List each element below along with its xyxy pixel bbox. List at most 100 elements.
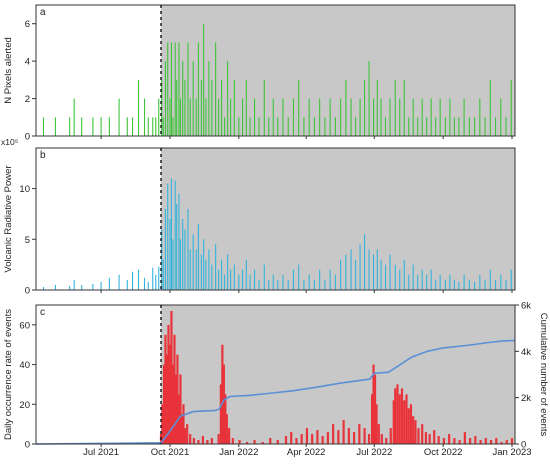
bar [326,432,329,444]
bar [453,279,455,290]
bar [178,42,180,136]
bar [195,249,197,290]
bar [201,436,205,444]
bar [200,254,202,290]
bar [505,117,507,136]
bar [474,117,476,136]
bar [152,117,154,136]
bar [442,438,445,444]
bar [174,374,178,444]
bar [417,428,420,444]
bar [100,117,102,136]
bar [359,98,361,136]
bar [69,117,71,136]
bar [287,117,289,136]
bar [303,117,305,136]
bar [197,224,199,290]
y2-tick-label: 0 [521,440,526,451]
bar [300,434,303,444]
bar [305,428,309,444]
y-axis-label: Volcanic Radiative Power [3,165,14,272]
panel-c: 0 2k 4k 6k Cumulative number of events 0 20 40 6… [3,301,549,451]
bar [505,279,507,290]
panel-frame [35,4,516,137]
bar [282,274,284,290]
panel-b: 0 5 10 Volcanic Radiative Power b x10⁵ [1,137,516,297]
bar [54,117,57,136]
bar [231,438,234,444]
bar [184,229,186,290]
bar [224,394,227,444]
bar [313,117,315,136]
bar [290,432,293,444]
bar [398,394,401,444]
bar [249,274,251,290]
bar [437,436,440,444]
bar [210,438,213,444]
bar [197,440,200,444]
bar [345,254,347,290]
bar [319,269,321,290]
shaded-region [160,305,515,444]
bar [69,285,71,290]
y-tick-label: 2 [25,94,30,105]
bar [81,117,83,136]
bar [272,98,274,136]
panel-letter: a [40,7,46,18]
bar [417,117,419,136]
bar [137,269,140,290]
shaded-region [160,148,515,290]
bar [73,98,75,136]
bar [484,279,486,290]
bar [205,259,207,290]
y-tick-label: 60 [19,320,30,331]
bar [164,334,167,444]
bar [500,274,502,290]
bar [218,98,220,136]
bar [380,434,383,444]
bar [412,264,414,290]
x-tick-label: Jan 2023 [492,447,531,458]
bar [376,79,378,136]
bar [405,394,408,444]
bar [173,334,176,444]
y-tick-label: 0 [25,440,30,451]
bar [208,61,210,137]
bar [161,79,163,136]
bar [206,440,209,444]
bar [100,281,102,290]
shaded-region [160,5,515,136]
y-tick-label: 6 [25,19,30,30]
bar [221,344,224,444]
bar [435,279,437,290]
bar [421,424,424,444]
bar [407,408,410,444]
bar [179,98,181,136]
bar [510,79,512,136]
bar [384,117,387,136]
bar [227,428,231,444]
bar [158,98,160,136]
bar [444,279,446,290]
bar [131,271,134,290]
bar [221,259,223,290]
bar [186,424,189,444]
bar [195,98,197,136]
bar [176,354,179,444]
bar [208,249,210,290]
bar [403,259,405,290]
bar [380,259,382,290]
bar [158,266,160,290]
bar [253,440,256,444]
bar [324,279,326,290]
bar [399,98,401,136]
bar [403,400,406,444]
bar [329,269,331,290]
bar [449,98,451,136]
bar [394,264,396,290]
bar [500,442,503,444]
bar [463,274,465,290]
bar [143,98,146,136]
bar [269,438,272,444]
bar [399,269,401,290]
